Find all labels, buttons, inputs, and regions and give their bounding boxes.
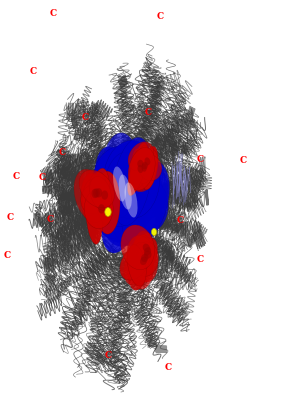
Ellipse shape	[138, 148, 158, 171]
Text: C: C	[38, 174, 45, 182]
Text: C: C	[58, 148, 65, 157]
Text: C: C	[82, 114, 88, 122]
Ellipse shape	[88, 185, 113, 219]
Ellipse shape	[86, 182, 103, 244]
Ellipse shape	[132, 143, 149, 189]
Ellipse shape	[89, 178, 110, 202]
Ellipse shape	[121, 225, 155, 270]
Ellipse shape	[121, 161, 169, 246]
Text: C: C	[197, 155, 204, 164]
Ellipse shape	[144, 250, 151, 259]
Ellipse shape	[128, 234, 151, 290]
Ellipse shape	[137, 160, 143, 167]
Ellipse shape	[128, 142, 154, 171]
Ellipse shape	[105, 208, 111, 216]
Ellipse shape	[133, 231, 154, 272]
Ellipse shape	[95, 188, 102, 198]
Ellipse shape	[101, 190, 108, 200]
Ellipse shape	[135, 238, 157, 276]
Ellipse shape	[105, 143, 146, 214]
Ellipse shape	[94, 178, 111, 225]
Ellipse shape	[151, 228, 157, 236]
Ellipse shape	[103, 152, 140, 218]
Text: C: C	[197, 255, 204, 264]
Text: C: C	[50, 10, 57, 18]
Ellipse shape	[81, 173, 101, 222]
Ellipse shape	[119, 174, 132, 210]
Ellipse shape	[142, 162, 148, 169]
Ellipse shape	[82, 180, 100, 216]
Ellipse shape	[108, 160, 164, 247]
Ellipse shape	[90, 176, 111, 210]
Ellipse shape	[141, 163, 147, 172]
Ellipse shape	[113, 166, 126, 202]
Ellipse shape	[140, 256, 147, 265]
Ellipse shape	[92, 154, 133, 212]
Ellipse shape	[118, 160, 168, 221]
Ellipse shape	[98, 204, 105, 214]
Ellipse shape	[127, 236, 158, 282]
Ellipse shape	[92, 189, 98, 198]
Ellipse shape	[134, 148, 153, 184]
Ellipse shape	[100, 133, 141, 227]
Text: C: C	[47, 215, 54, 224]
Ellipse shape	[145, 157, 150, 165]
Text: C: C	[4, 251, 11, 260]
Ellipse shape	[137, 165, 143, 173]
Ellipse shape	[101, 174, 146, 246]
Ellipse shape	[134, 240, 154, 277]
Ellipse shape	[138, 232, 154, 275]
Text: C: C	[165, 363, 172, 372]
Ellipse shape	[130, 147, 154, 180]
Ellipse shape	[132, 243, 152, 282]
Ellipse shape	[81, 184, 106, 214]
Ellipse shape	[112, 138, 152, 226]
Text: C: C	[30, 67, 37, 76]
Ellipse shape	[89, 168, 109, 222]
Text: C: C	[102, 216, 109, 225]
Ellipse shape	[130, 243, 154, 289]
Ellipse shape	[96, 169, 146, 241]
Text: C: C	[177, 216, 183, 225]
Ellipse shape	[132, 148, 147, 183]
Ellipse shape	[142, 146, 158, 190]
Ellipse shape	[124, 182, 138, 218]
Ellipse shape	[101, 167, 143, 253]
Ellipse shape	[133, 242, 158, 276]
Ellipse shape	[124, 237, 154, 285]
Ellipse shape	[104, 140, 160, 219]
Ellipse shape	[84, 188, 113, 228]
Ellipse shape	[128, 145, 148, 196]
Ellipse shape	[96, 184, 146, 243]
Ellipse shape	[88, 172, 107, 209]
Ellipse shape	[95, 171, 120, 234]
Ellipse shape	[132, 152, 149, 176]
Text: C: C	[240, 156, 247, 165]
Ellipse shape	[139, 154, 162, 181]
Text: C: C	[12, 172, 19, 181]
Ellipse shape	[131, 162, 155, 192]
Text: C: C	[156, 12, 163, 21]
Ellipse shape	[141, 254, 148, 262]
Ellipse shape	[127, 245, 146, 286]
Ellipse shape	[143, 244, 150, 252]
Ellipse shape	[102, 159, 158, 241]
Ellipse shape	[93, 188, 100, 198]
Text: C: C	[105, 351, 111, 360]
Text: C: C	[7, 214, 14, 222]
Ellipse shape	[94, 165, 135, 238]
Ellipse shape	[95, 147, 134, 220]
Ellipse shape	[128, 148, 155, 190]
Ellipse shape	[135, 154, 157, 191]
Text: C: C	[145, 108, 152, 117]
Ellipse shape	[134, 242, 150, 266]
Ellipse shape	[90, 176, 104, 214]
Ellipse shape	[119, 177, 168, 235]
Ellipse shape	[144, 247, 151, 256]
Ellipse shape	[79, 170, 114, 208]
Ellipse shape	[74, 169, 108, 222]
Ellipse shape	[93, 146, 148, 210]
Ellipse shape	[120, 245, 150, 280]
